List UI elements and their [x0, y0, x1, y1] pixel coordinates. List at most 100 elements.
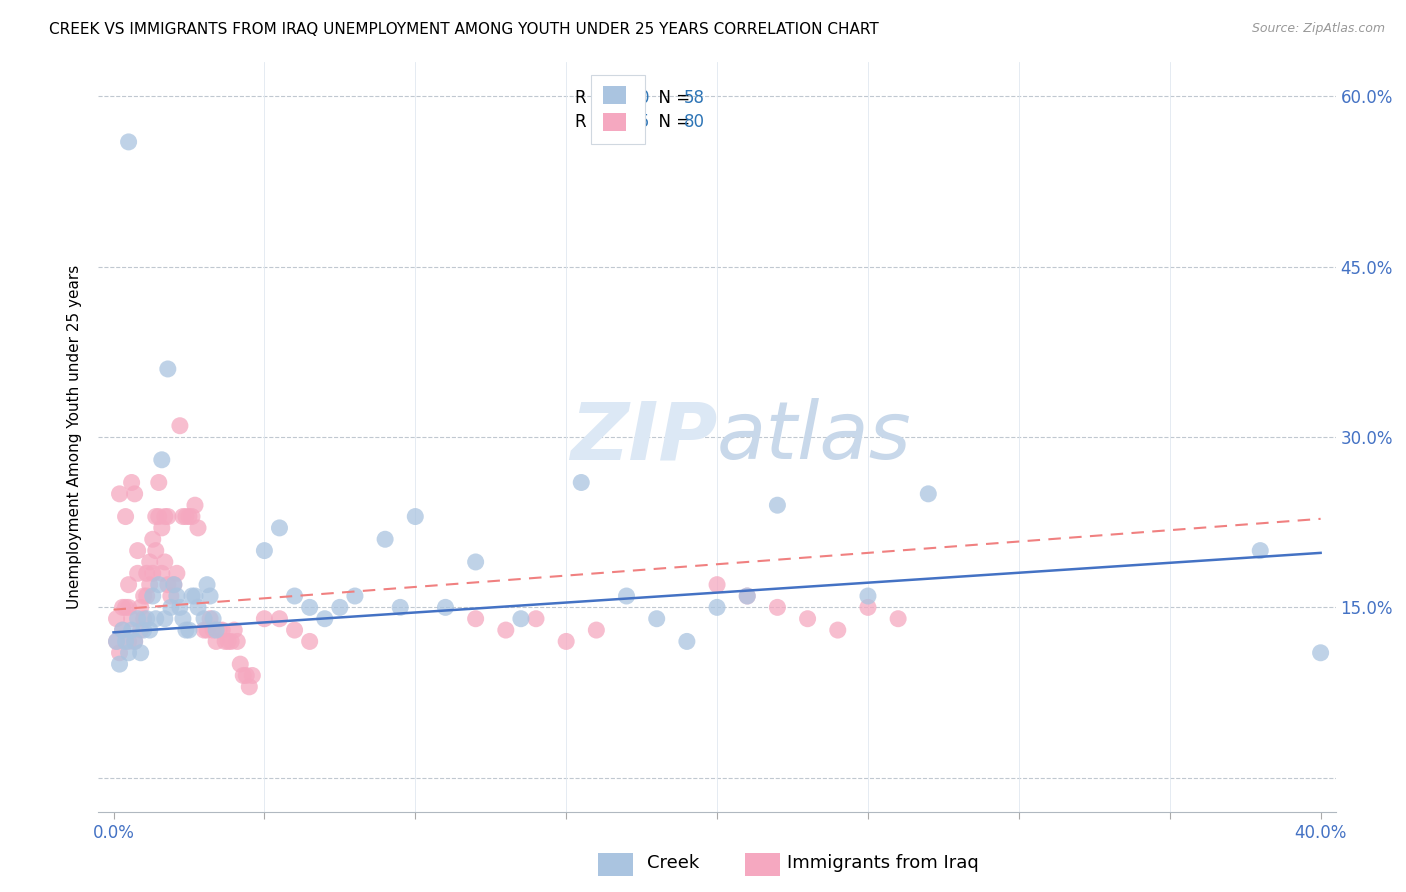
- Point: [124, 634, 146, 648]
- Point: [827, 623, 849, 637]
- Point: [111, 623, 134, 637]
- Point: [121, 623, 143, 637]
- Point: [135, 566, 157, 581]
- Point: [555, 634, 578, 648]
- Point: [148, 577, 170, 591]
- Point: [105, 634, 128, 648]
- Point: [217, 634, 239, 648]
- Point: [298, 600, 321, 615]
- Point: [198, 612, 221, 626]
- Point: [132, 623, 155, 637]
- Text: 58: 58: [683, 89, 704, 107]
- Point: [1309, 646, 1331, 660]
- Point: [284, 623, 307, 637]
- Point: [132, 612, 155, 626]
- Text: 0.120: 0.120: [603, 89, 651, 107]
- Point: [114, 600, 136, 615]
- Point: [174, 623, 197, 637]
- Point: [153, 612, 176, 626]
- Point: [124, 487, 146, 501]
- Point: [145, 543, 167, 558]
- Point: [135, 612, 157, 626]
- Point: [195, 577, 218, 591]
- Point: [766, 498, 789, 512]
- Point: [187, 521, 209, 535]
- Point: [232, 668, 254, 682]
- Point: [404, 509, 426, 524]
- Point: [616, 589, 638, 603]
- Point: [374, 533, 396, 547]
- Point: [269, 521, 291, 535]
- Point: [434, 600, 457, 615]
- Point: [706, 577, 728, 591]
- Point: [127, 543, 149, 558]
- Point: [105, 612, 128, 626]
- Point: [917, 487, 939, 501]
- Point: [169, 600, 191, 615]
- Point: [138, 623, 160, 637]
- Point: [132, 589, 155, 603]
- Text: R =: R =: [575, 112, 610, 130]
- Point: [253, 543, 276, 558]
- Text: atlas: atlas: [717, 398, 912, 476]
- Point: [138, 555, 160, 569]
- Point: [117, 634, 139, 648]
- Point: [117, 646, 139, 660]
- Point: [148, 509, 170, 524]
- Point: [238, 680, 260, 694]
- Point: [208, 623, 231, 637]
- Point: [114, 509, 136, 524]
- Point: [240, 668, 263, 682]
- Text: CREEK VS IMMIGRANTS FROM IRAQ UNEMPLOYMENT AMONG YOUTH UNDER 25 YEARS CORRELATIO: CREEK VS IMMIGRANTS FROM IRAQ UNEMPLOYME…: [49, 22, 879, 37]
- Point: [214, 634, 236, 648]
- Point: [114, 634, 136, 648]
- Point: [193, 612, 215, 626]
- Point: [202, 623, 225, 637]
- Text: ZIP: ZIP: [569, 398, 717, 476]
- Point: [163, 577, 186, 591]
- Text: Immigrants from Iraq: Immigrants from Iraq: [787, 855, 979, 872]
- Point: [124, 634, 146, 648]
- Point: [235, 668, 257, 682]
- Point: [211, 623, 233, 637]
- Point: [187, 600, 209, 615]
- Point: [706, 600, 728, 615]
- Point: [735, 589, 758, 603]
- Text: N =: N =: [648, 89, 695, 107]
- Point: [156, 362, 179, 376]
- Point: [184, 498, 207, 512]
- Point: [145, 612, 167, 626]
- Point: [509, 612, 531, 626]
- Point: [177, 509, 200, 524]
- Point: [1249, 543, 1271, 558]
- Point: [856, 600, 879, 615]
- Point: [117, 600, 139, 615]
- Point: [121, 612, 143, 626]
- Point: [138, 577, 160, 591]
- Point: [198, 589, 221, 603]
- Point: [184, 589, 207, 603]
- Point: [464, 555, 486, 569]
- Point: [464, 612, 486, 626]
- Point: [148, 475, 170, 490]
- Point: [127, 612, 149, 626]
- Point: [181, 509, 204, 524]
- Point: [195, 623, 218, 637]
- Point: [153, 509, 176, 524]
- Point: [585, 623, 607, 637]
- Point: [129, 646, 152, 660]
- Point: [766, 600, 789, 615]
- Point: [298, 634, 321, 648]
- Text: 80: 80: [683, 112, 704, 130]
- Point: [111, 623, 134, 637]
- Point: [117, 577, 139, 591]
- Point: [108, 646, 131, 660]
- Point: [645, 612, 668, 626]
- Point: [284, 589, 307, 603]
- Point: [166, 566, 188, 581]
- Point: [329, 600, 352, 615]
- Point: [127, 566, 149, 581]
- Point: [269, 612, 291, 626]
- Point: [735, 589, 758, 603]
- Text: R =: R =: [575, 89, 610, 107]
